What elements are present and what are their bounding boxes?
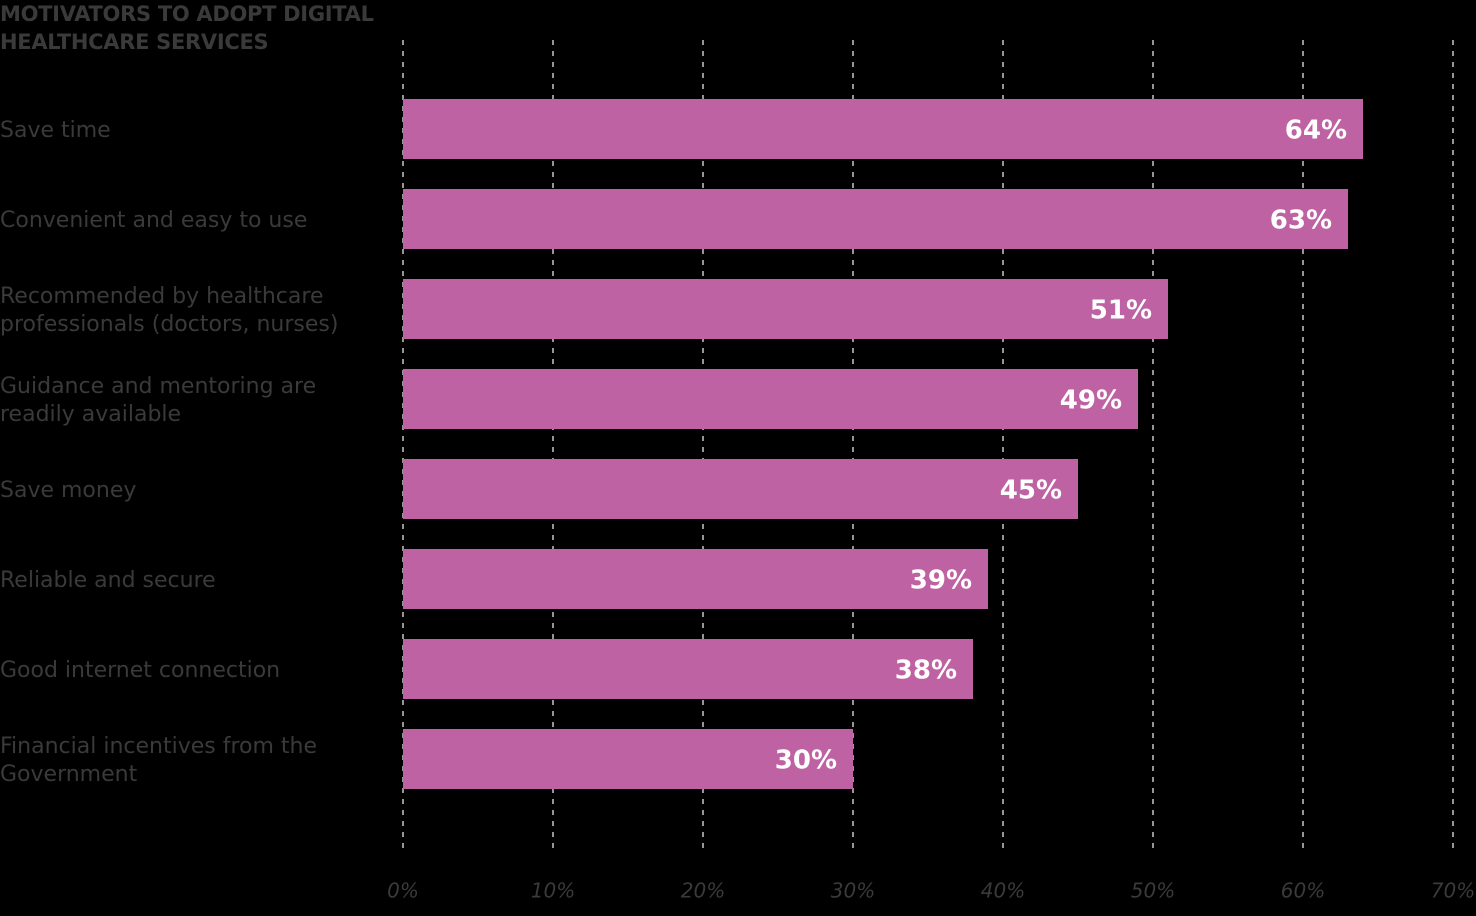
x-tick-label: 10%	[531, 879, 575, 903]
category-label: Save time	[0, 118, 111, 143]
x-tick-label: 60%	[1281, 879, 1325, 903]
x-tick-label: 50%	[1131, 879, 1175, 903]
category-label: Financial incentives from the Government	[0, 734, 318, 787]
category-label: Reliable and secure	[0, 568, 216, 593]
bar	[403, 99, 1363, 159]
value-label: 64%	[1285, 116, 1347, 146]
category-label: Good internet connection	[0, 658, 281, 683]
value-label: 39%	[910, 566, 972, 596]
bar	[403, 639, 973, 699]
category-label: Convenient and easy to use	[0, 208, 308, 233]
bar	[403, 729, 853, 789]
category-label: Save money	[0, 478, 137, 503]
value-label: 38%	[895, 656, 957, 686]
category-label: Recommended by healthcare professionals …	[0, 284, 339, 337]
bar	[403, 279, 1168, 339]
x-tick-label: 20%	[681, 879, 725, 903]
bar	[403, 189, 1348, 249]
x-tick-label: 30%	[831, 879, 875, 903]
x-tick-label: 40%	[981, 879, 1025, 903]
bar	[403, 369, 1138, 429]
x-tick-label: 70%	[1431, 879, 1475, 903]
bar	[403, 459, 1078, 519]
value-label: 51%	[1090, 296, 1152, 326]
chart-title: MOTIVATORS TO ADOPT DIGITAL HEALTHCARE S…	[0, 2, 374, 54]
value-label: 30%	[775, 746, 837, 776]
value-label: 45%	[1000, 476, 1062, 506]
x-tick-label: 0%	[387, 879, 419, 903]
category-label: Guidance and mentoring are readily avail…	[0, 374, 317, 427]
value-label: 63%	[1270, 206, 1332, 236]
value-label: 49%	[1060, 386, 1122, 416]
bar	[403, 549, 988, 609]
